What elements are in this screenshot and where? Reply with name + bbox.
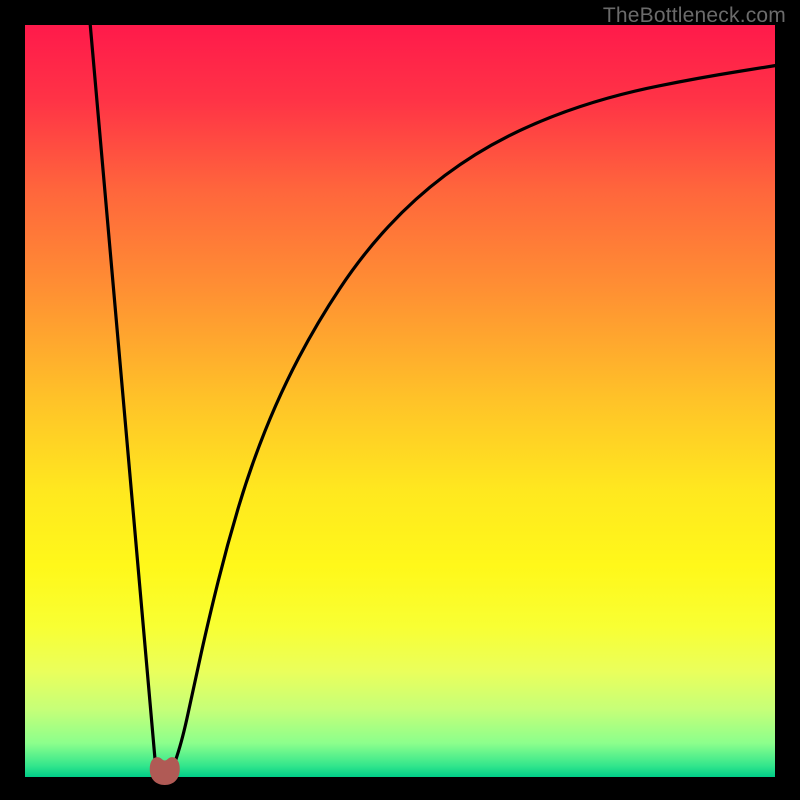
chart-svg — [0, 0, 800, 800]
bottleneck-chart: TheBottleneck.com — [0, 0, 800, 800]
watermark-text: TheBottleneck.com — [603, 4, 786, 28]
plot-background — [25, 25, 775, 777]
minimum-marker — [150, 757, 180, 785]
